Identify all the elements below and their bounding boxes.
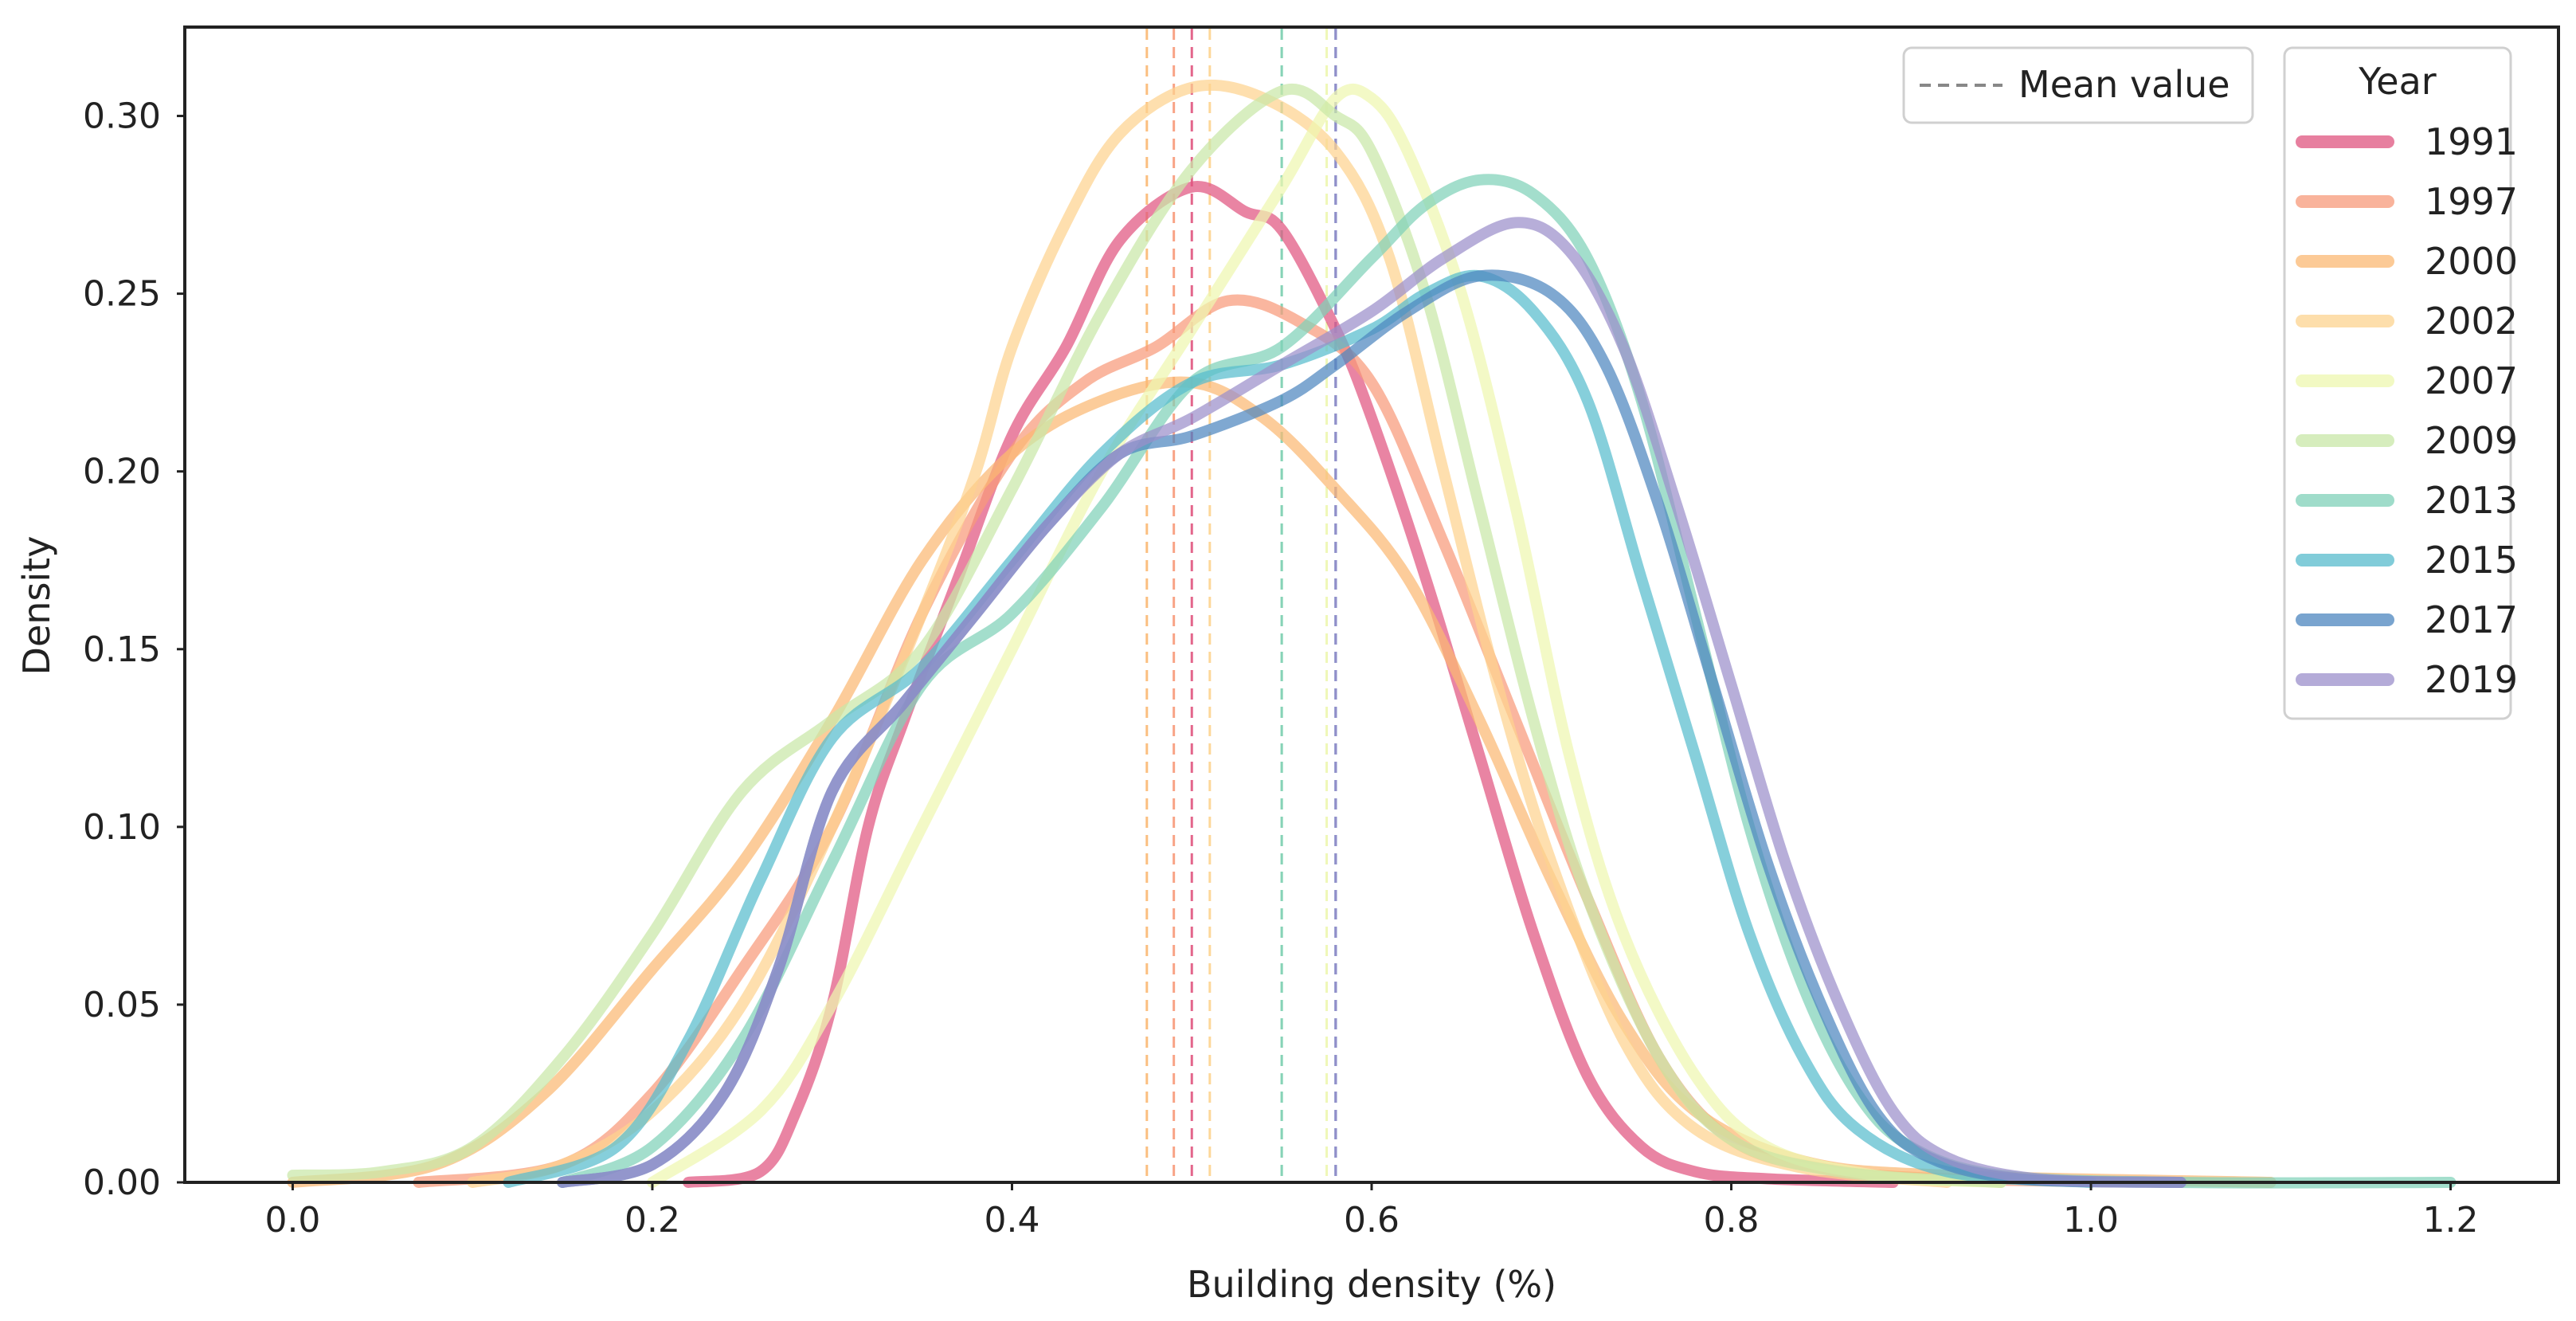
density-curve-2009 — [287, 84, 2007, 1188]
y-tick-label-5: 0.25 — [83, 274, 161, 315]
mean-legend-label: Mean value — [2018, 63, 2230, 106]
legend-label-2002: 2002 — [2425, 300, 2518, 343]
x-tick-label-3: 0.6 — [1344, 1200, 1400, 1241]
density-curves — [287, 79, 2457, 1189]
legend-label-2019: 2019 — [2425, 658, 2518, 701]
y-tick-label-0: 0.00 — [83, 1162, 161, 1203]
y-axis-title: Density — [15, 536, 58, 676]
x-axis-ticks: 0.0 0.2 0.4 0.6 0.8 1.0 1.2 — [264, 1182, 2479, 1241]
legend-label-2007: 2007 — [2425, 359, 2518, 402]
year-legend-items: 1991 1997 2000 2002 2007 2009 2013 2015 2017 2019 — [2296, 120, 2518, 701]
year-legend: Year 1991 1997 2000 2002 2007 2009 2013 2015 201… — [2283, 46, 2518, 720]
legend-label-2015: 2015 — [2425, 539, 2518, 582]
y-axis-ticks: 0.00 0.05 0.10 0.15 0.20 0.25 0.30 — [83, 96, 185, 1203]
legend-label-2009: 2009 — [2425, 419, 2518, 462]
y-tick-label-2: 0.10 — [83, 807, 161, 848]
density-curve-2007 — [647, 84, 2007, 1188]
x-tick-label-0: 0.0 — [264, 1200, 320, 1241]
mean-lines — [1145, 29, 1337, 1182]
y-tick-label-1: 0.05 — [83, 985, 161, 1025]
mean-legend-box — [1902, 46, 2254, 124]
legend-label-1997: 1997 — [2425, 180, 2518, 223]
legend-label-2000: 2000 — [2425, 240, 2518, 283]
mean-value-legend: Mean value — [1902, 46, 2254, 124]
year-legend-title: Year — [2358, 60, 2436, 103]
x-tick-label-1: 0.2 — [624, 1200, 680, 1241]
density-curve-2019 — [557, 217, 2186, 1188]
density-curve-1991 — [683, 181, 1899, 1188]
y-tick-label-3: 0.15 — [83, 629, 161, 670]
legend-label-1991: 1991 — [2425, 120, 2518, 163]
x-axis-title: Building density (%) — [1187, 1263, 1556, 1306]
y-tick-label-4: 0.20 — [83, 452, 161, 492]
x-tick-label-2: 0.4 — [984, 1200, 1039, 1241]
y-tick-label-6: 0.30 — [83, 96, 161, 137]
x-tick-label-5: 1.0 — [2063, 1200, 2119, 1241]
x-tick-label-4: 0.8 — [1704, 1200, 1760, 1241]
year-legend-box — [2283, 46, 2512, 720]
x-tick-label-6: 1.2 — [2423, 1200, 2479, 1241]
legend-label-2013: 2013 — [2425, 479, 2518, 522]
legend-label-2017: 2017 — [2425, 598, 2518, 641]
